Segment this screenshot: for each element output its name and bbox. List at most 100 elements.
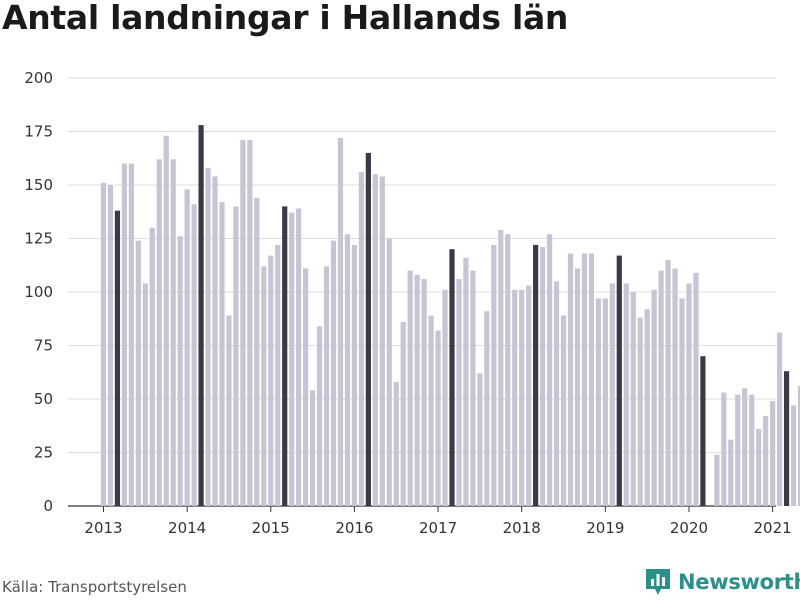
bar [379,176,385,506]
bar [303,268,309,506]
bar [505,234,511,506]
bar [170,159,176,506]
bar [533,244,539,507]
bar-chart-pin-icon [646,569,670,595]
bar [540,247,546,506]
bar [205,167,211,506]
bar [763,416,769,506]
bar [323,266,330,506]
bar [498,229,504,506]
bar [296,208,302,507]
x-tick-label: 2015 [252,519,290,537]
bar [616,255,622,506]
bar [783,371,790,506]
y-tick-label: 75 [34,337,53,355]
bar [421,279,427,506]
y-tick-label: 125 [24,230,53,248]
bar [372,174,378,507]
bar [700,356,706,506]
bar [365,152,371,506]
source-note: Källa: Transportstyrelsen [2,578,187,596]
y-tick-label: 25 [34,444,53,462]
brand-name: Newsworthy [678,570,800,594]
x-tick-label: 2014 [168,519,206,537]
bar [721,392,727,506]
bar [400,321,406,506]
bar [414,274,420,506]
bar [121,163,128,506]
bar [519,289,525,506]
bar [770,401,776,506]
bar [428,315,434,506]
bar [128,163,134,506]
bar [574,268,581,506]
bar [316,326,323,506]
bar [114,210,121,506]
bar [686,283,692,506]
bar [240,140,246,506]
bar-chart: 0 25 50 75 100 125 150 175 200 2013 2014 2015 2016 2… [24,69,800,537]
bar [567,253,574,506]
bar [623,283,629,506]
x-tick-label: 2013 [84,519,122,537]
bar [735,394,741,506]
bar [289,212,295,506]
x-tick-label: 2018 [503,519,541,537]
bar [512,289,518,506]
bar [553,281,560,506]
bar [261,266,267,506]
bar [254,197,260,506]
y-axis: 0 25 50 75 100 125 150 175 200 [24,69,53,515]
bar [477,373,483,506]
y-tick-label: 0 [43,497,53,515]
bar [797,386,800,506]
bar [658,270,664,506]
bar [177,236,183,507]
bar [219,202,225,506]
bar [491,244,497,507]
bar [198,125,204,506]
chart-title: Antal landningar i Hallands län [2,0,569,37]
bar [337,137,344,507]
bar [672,268,678,506]
bar [282,206,288,506]
bar [435,330,441,506]
x-tick-label: 2017 [419,519,457,537]
bar [602,298,608,506]
bar [226,315,232,506]
bar [268,255,274,506]
bar [609,283,615,506]
bar [344,234,351,506]
bar [358,172,364,506]
bar [651,289,657,506]
bar [693,272,699,506]
bar [107,185,114,506]
y-tick-label: 150 [24,176,53,194]
bar [470,270,476,506]
bar [212,176,218,506]
bar [790,405,797,506]
bar [749,394,755,506]
bars [100,125,800,507]
bar [330,240,337,506]
bar [546,234,553,506]
bar [728,439,734,506]
bar [442,289,448,506]
y-tick-label: 200 [24,69,53,87]
bar [449,249,455,506]
y-tick-label: 50 [34,390,53,408]
y-tick-label: 175 [24,123,53,141]
y-tick-label: 100 [24,283,53,301]
bar [776,332,783,506]
bar [463,257,469,506]
x-tick-label: 2016 [335,519,373,537]
bar [247,140,253,506]
bar [595,298,601,506]
newsworthy-logo[interactable]: Newsworthy [644,567,800,597]
bar [756,428,762,506]
bar [149,227,155,507]
bar [386,238,392,506]
bar [581,253,588,506]
bar [679,298,685,506]
bar [630,292,636,506]
